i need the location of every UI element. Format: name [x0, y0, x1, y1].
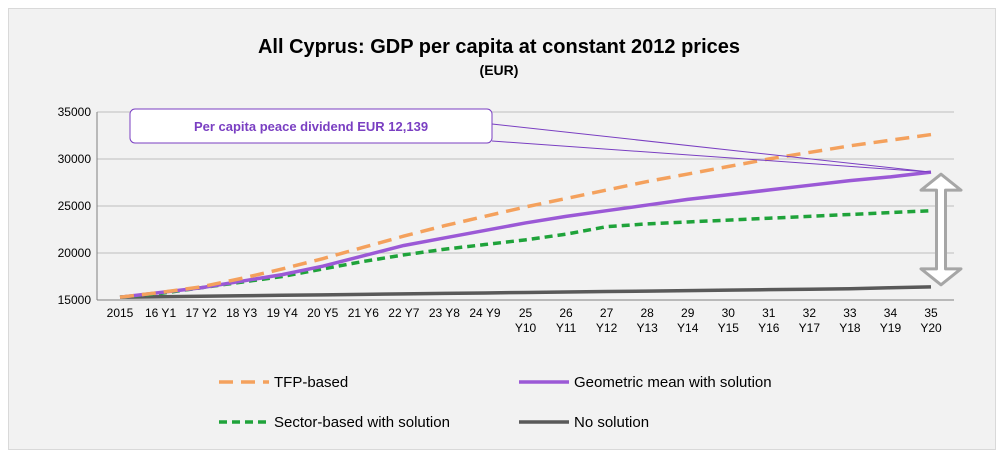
- x-tick-label: 34 Y19: [880, 306, 902, 335]
- legend: TFP-based Geometric mean with solution Sec…: [219, 374, 772, 431]
- x-tick-label: 35 Y20: [920, 306, 942, 335]
- x-tick-label: 23 Y8: [429, 306, 460, 320]
- peace-dividend-arrow: [919, 172, 963, 287]
- annotation-text: Per capita peace dividend EUR 12,139: [194, 119, 428, 134]
- series-line-1: [119, 170, 932, 299]
- x-tick-label: 19 Y4: [267, 306, 298, 320]
- annotation-box: [129, 108, 493, 144]
- gdp-line-chart: All Cyprus: GDP per capita at constant 2…: [58, 36, 963, 431]
- legend-label-0: TFP-based: [274, 374, 348, 391]
- x-tick-label: 27 Y12: [596, 306, 618, 335]
- x-tick-label: 21 Y6: [348, 306, 379, 320]
- x-tick-label: 25 Y10: [515, 306, 537, 335]
- annotation-layer: Per capita peace dividend EUR 12,139: [129, 108, 963, 287]
- legend-label-2: Sector-based with solution: [274, 414, 450, 431]
- chart-subtitle: (EUR): [480, 62, 519, 78]
- x-tick-label: 30 Y15: [718, 306, 740, 335]
- x-tick-label: 26 Y11: [556, 306, 577, 335]
- y-tick-label: 35000: [58, 105, 92, 119]
- x-tick-label: 24 Y9: [469, 306, 500, 320]
- legend-label-1: Geometric mean with solution: [574, 374, 772, 391]
- x-tick-label: 2015: [107, 306, 134, 320]
- x-tick-label: 28 Y13: [636, 306, 658, 335]
- x-tick-label: 31 Y16: [758, 306, 780, 335]
- x-tick-label: 18 Y3: [226, 306, 257, 320]
- chart-title: All Cyprus: GDP per capita at constant 2…: [258, 36, 740, 58]
- x-tick-label: 16 Y1: [145, 306, 176, 320]
- series-line-0: [119, 132, 932, 299]
- x-tick-label: 20 Y5: [307, 306, 338, 320]
- x-tick-label: 17 Y2: [186, 306, 217, 320]
- series-layer: [119, 132, 932, 299]
- y-tick-label: 25000: [58, 199, 92, 213]
- axis-layer: 15000 20000 25000 30000 35000 2015 16 Y1 17 Y2 1…: [58, 105, 954, 335]
- legend-label-3: No solution: [574, 414, 649, 431]
- chart-area: All Cyprus: GDP per capita at constant 2…: [8, 8, 996, 450]
- y-tick-label: 30000: [58, 152, 92, 166]
- annotation-leader-bottom: [491, 140, 932, 173]
- x-tick-label: 29 Y14: [677, 306, 699, 335]
- series-line-3: [119, 285, 932, 299]
- y-tick-label: 15000: [58, 293, 92, 307]
- x-tick-label: 32 Y17: [799, 306, 821, 335]
- annotation-leader-top: [491, 123, 932, 173]
- y-tick-label: 20000: [58, 246, 92, 260]
- x-tick-label: 22 Y7: [388, 306, 419, 320]
- x-tick-label: 33 Y18: [839, 306, 861, 335]
